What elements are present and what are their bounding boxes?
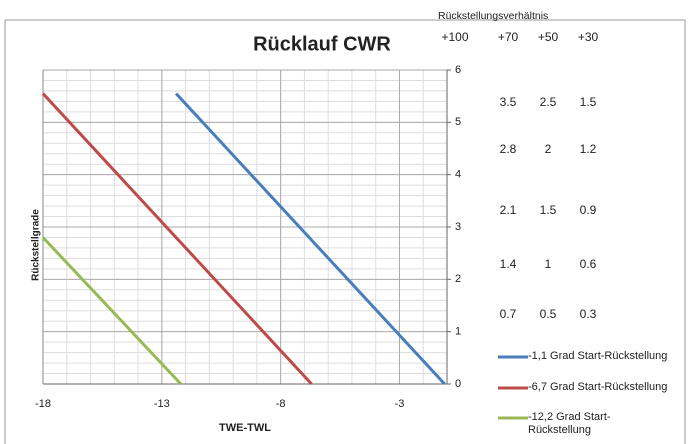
y-tick-label: 4: [455, 169, 461, 181]
table-column-label: +30: [578, 30, 599, 44]
table-cell: 2.8: [500, 142, 517, 156]
y-tick-label: 5: [455, 116, 461, 128]
series-line: [41, 236, 182, 386]
legend-label: -6,7 Grad Start-Rückstellung: [528, 381, 668, 393]
table-cell: 0.3: [580, 307, 597, 321]
x-axis-label: TWE-TWL: [219, 422, 271, 434]
table-cell: 0.9: [580, 203, 597, 217]
y-tick-label: 2: [455, 273, 461, 285]
table-column-label: +70: [498, 30, 519, 44]
y-tick-label: 0: [455, 378, 461, 390]
table-column-label: +50: [538, 30, 559, 44]
table-cell: 2.5: [540, 95, 557, 109]
x-tick-label: -18: [35, 398, 51, 410]
table-cell: 2.1: [500, 203, 517, 217]
table-cell: 0.6: [580, 257, 597, 271]
table-cell: 1.5: [580, 95, 597, 109]
y-tick-label: 1: [455, 326, 461, 338]
series-line: [41, 92, 313, 386]
table-cell: 2: [545, 142, 552, 156]
legend-label: -12,2 Grad Start-Rückstellung: [528, 411, 611, 436]
y-tick-label: 6: [455, 64, 461, 76]
table-cell: 0.7: [500, 307, 517, 321]
table-cell: 0.5: [540, 307, 557, 321]
x-tick-label: -8: [276, 398, 286, 410]
y-tick-label: 3: [455, 221, 461, 233]
y-axis-label: Rückstellgrade: [31, 209, 42, 281]
legend-label: -1,1 Grad Start-Rückstellung: [528, 350, 668, 362]
chart-title: Rücklauf CWR: [253, 33, 391, 55]
x-tick-label: -13: [154, 398, 170, 410]
table-column-label: +100: [441, 30, 468, 44]
table-cell: 3.5: [500, 95, 517, 109]
x-tick-label: -3: [395, 398, 405, 410]
table-cell: 1.5: [540, 203, 557, 217]
table-cell: 1.2: [580, 142, 597, 156]
table-cell: 1: [545, 257, 552, 271]
table-title: Rückstellungsverhältnis: [438, 10, 548, 22]
series-line: [174, 92, 446, 386]
chart-frame: [4, 19, 686, 444]
table-cell: 1.4: [500, 257, 517, 271]
